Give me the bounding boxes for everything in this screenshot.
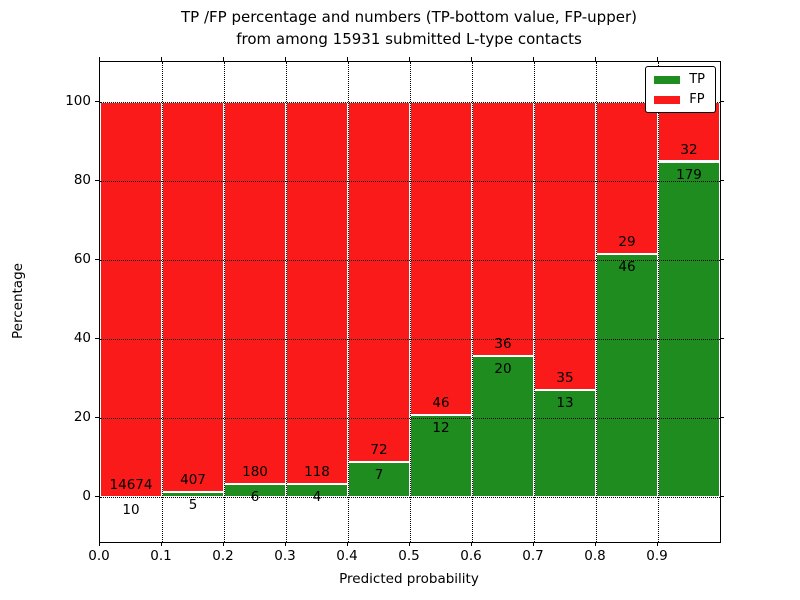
tp-count-label: 5 [188,497,198,514]
x-tick-mark-top [223,57,224,61]
y-tick-mark-right [720,100,724,102]
y-tick-label: 40 [73,329,91,346]
x-tick-mark [595,542,596,546]
legend-label-fp: FP [689,92,705,107]
bar-labels-layer: 14674 10 407 5 180 6 118 4 72 7 46 12 36 20 35 13 29 46 32… [100,62,720,542]
fp-count-label: 46 [432,395,450,412]
bar-segment-fp [410,101,472,416]
tp-count-label: 13 [556,394,574,411]
fp-count-label: 118 [304,463,330,480]
legend: TP FP [645,66,716,113]
fp-count-label: 180 [242,464,268,481]
legend-swatch-tp [654,75,681,84]
legend-swatch-fp [654,95,681,104]
y-tick-mark [95,258,99,260]
x-tick-mark-top [285,57,286,61]
x-tick-mark-top [533,57,534,61]
fp-count-label: 32 [680,141,698,158]
x-tick-label: 0.7 [522,548,544,564]
y-tick-label: 80 [73,171,91,188]
x-tick-label: 0.1 [150,548,172,564]
x-tick-mark-top [409,57,410,61]
x-tick-mark-top [657,57,658,61]
x-tick-mark [533,542,534,546]
x-tick-mark-top [471,57,472,61]
x-tick-mark [471,542,472,546]
tp-count-label: 179 [676,166,702,183]
chart-title: TP /FP percentage and numbers (TP-bottom… [99,6,719,50]
fp-count-label: 72 [370,441,388,458]
legend-row: TP [654,73,705,86]
x-tick-label: 0.9 [646,548,668,564]
y-tick-mark-right [720,337,724,339]
y-tick-mark [95,179,99,181]
x-tick-label: 0.8 [584,548,606,564]
tp-count-label: 12 [432,420,450,437]
y-axis-label: Percentage [10,263,26,339]
fp-count-label: 14674 [109,476,153,493]
chart-title-line2: from among 15931 submitted L-type contac… [236,30,582,48]
x-tick-mark [99,542,100,546]
y-tick-label: 100 [65,92,91,109]
chart-title-line1: TP /FP percentage and numbers (TP-bottom… [181,8,637,26]
x-tick-mark-top [595,57,596,61]
x-tick-mark [409,542,410,546]
tp-count-label: 10 [122,501,140,518]
bar-segment-fp [472,101,534,356]
y-tick-label: 0 [82,487,91,504]
x-tick-label: 0.6 [460,548,482,564]
y-tick-mark-right [720,258,724,260]
tp-count-label: 20 [494,360,512,377]
y-tick-mark [95,100,99,102]
fp-count-label: 36 [494,335,512,352]
x-tick-mark-top [99,57,100,61]
y-tick-mark-right [720,416,724,418]
bar-segment-fp [224,101,286,485]
x-tick-label: 0.4 [336,548,358,564]
bar-segment-fp [348,101,410,462]
x-tick-mark [223,542,224,546]
y-tick-mark [95,495,99,497]
x-tick-label: 0.3 [274,548,296,564]
fp-count-label: 29 [618,234,636,251]
x-tick-label: 0.0 [88,548,110,564]
tp-count-label: 46 [618,259,636,276]
tp-count-label: 6 [250,489,260,506]
x-axis-label: Predicted probability [339,571,479,587]
x-tick-mark [347,542,348,546]
fp-count-label: 35 [556,369,574,386]
legend-row: FP [654,93,705,106]
y-tick-mark-right [720,179,724,181]
x-tick-mark-top [347,57,348,61]
y-tick-mark-right [720,495,724,497]
tp-count-label: 4 [312,488,322,505]
x-tick-mark [161,542,162,546]
plot-area: 14674 10 407 5 180 6 118 4 72 7 46 12 36 20 35 13 29 46 32… [99,61,721,543]
x-tick-label: 0.5 [398,548,420,564]
bar-segment-fp [286,101,348,484]
bar-segment-tp [658,161,720,497]
tp-count-label: 7 [374,466,384,483]
y-tick-label: 20 [73,408,91,425]
x-tick-mark [285,542,286,546]
y-tick-mark [95,416,99,418]
x-tick-mark-top [161,57,162,61]
fp-count-label: 407 [180,472,206,489]
y-tick-label: 60 [73,250,91,267]
x-tick-mark [657,542,658,546]
y-tick-mark [95,337,99,339]
legend-label-tp: TP [689,72,705,87]
x-tick-label: 0.2 [212,548,234,564]
